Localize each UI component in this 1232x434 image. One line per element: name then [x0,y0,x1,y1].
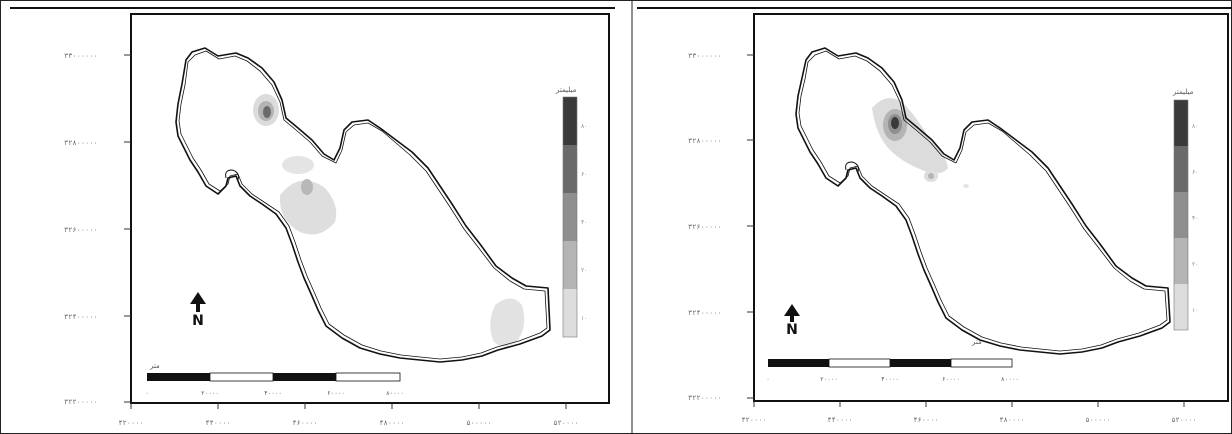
x-tick-label: ۴۴۰۰۰۰ [827,416,852,424]
scale-unit: متر [971,338,982,346]
legend-swatch [1174,238,1188,284]
legend-title: میلیمتر [1172,88,1194,96]
legend-label: ۲۰ [581,267,587,274]
map-panel-right: ۳۳۰۰۰۰۰۰ ۳۲۸۰۰۰۰۰ ۳۲۶۰۰۰۰۰ ۳۲۴۰۰۰۰۰ ۳۲۲۰… [637,7,1232,424]
scale-unit: متر [149,362,160,370]
legend-label: ۲۰ [1192,261,1198,268]
map-frame [130,13,610,404]
y-tick-label: ۳۲۲۰۰۰۰۰ [688,394,722,402]
x-tick-label: ۵۲۰۰۰۰ [553,419,578,427]
x-tick-label: ۴۸۰۰۰۰ [999,416,1024,424]
scale-bar: متر ۰ ۲۰۰۰۰ ۴۰۰۰۰ ۶۰۰۰۰ ۸۰۰۰۰ [145,362,404,397]
rainfall-contours [872,98,969,188]
scale-label: ۸۰۰۰۰ [386,390,404,397]
x-tick-label: ۴۶۰۰۰۰ [292,419,317,427]
legend-swatch [1174,284,1188,330]
scale-label: ۲۰۰۰۰ [201,390,219,397]
legend-swatch [563,145,577,193]
x-tick-label: ۴۲۰۰۰۰ [118,419,143,427]
legend-swatch [563,97,577,145]
y-tick-label: ۳۳۰۰۰۰۰۰ [688,52,722,60]
y-tick-label: ۳۲۶۰۰۰۰۰ [64,226,98,234]
north-label: N [786,322,798,338]
scale-label: ۲۰۰۰۰ [820,376,838,383]
scale-label: ۸۰۰۰۰ [1001,376,1019,383]
legend-label: ۶۰ [581,171,587,178]
x-tick-label: ۴۲۰۰۰۰ [741,416,766,424]
y-tick-label: ۳۲۴۰۰۰۰۰ [64,313,98,321]
x-axis: ۴۲۰۰۰۰ ۴۴۰۰۰۰ ۴۶۰۰۰۰ ۴۸۰۰۰۰ ۵۰۰۰۰۰ ۵۲۰۰۰… [741,401,1196,424]
x-tick-label: ۴۶۰۰۰۰ [913,416,938,424]
scale-label: ۰ [766,376,770,383]
legend-swatch [563,289,577,337]
y-axis: ۳۳۰۰۰۰۰۰ ۳۲۸۰۰۰۰۰ ۳۲۶۰۰۰۰۰ ۳۲۴۰۰۰۰۰ ۳۲۲۰… [688,52,754,402]
y-tick-label: ۳۲۸۰۰۰۰۰ [64,139,98,147]
legend-swatch [1174,100,1188,146]
x-tick-label: ۴۴۰۰۰۰ [205,419,230,427]
legend-label: ۴۰ [581,219,587,226]
y-tick-label: ۳۲۶۰۰۰۰۰ [688,223,722,231]
legend-swatch [563,193,577,241]
x-tick-label: ۵۰۰۰۰۰ [1085,416,1110,424]
basin-boundary [795,47,1171,355]
legend: میلیمتر ۸۰ ۶۰ ۴۰ ۲۰ ۱۰ [1172,88,1198,331]
map-panel-left: ۳۳۰۰۰۰۰۰ ۳۲۸۰۰۰۰۰ ۳۲۶۰۰۰۰۰ ۳۲۴۰۰۰۰۰ ۳۲۲۰… [10,7,615,427]
scale-label: ۴۰۰۰۰ [881,376,899,383]
x-tick-label: ۴۸۰۰۰۰ [379,419,404,427]
x-tick-label: ۵۲۰۰۰۰ [1171,416,1196,424]
y-axis: ۳۳۰۰۰۰۰۰ ۳۲۸۰۰۰۰۰ ۳۲۶۰۰۰۰۰ ۳۲۴۰۰۰۰۰ ۳۲۲۰… [64,52,131,406]
scale-label: ۰ [145,390,149,397]
north-arrow-icon: N [190,292,206,329]
legend-label: ۱۰ [581,315,587,322]
y-tick-label: ۳۲۸۰۰۰۰۰ [688,137,722,145]
y-tick-label: ۳۲۴۰۰۰۰۰ [688,309,722,317]
north-label: N [192,313,204,329]
scale-label: ۶۰۰۰۰ [942,376,960,383]
legend-label: ۴۰ [1192,215,1198,222]
north-arrow-icon: N [784,304,800,338]
legend: میلیمتر ۸۰ ۶۰ ۴۰ ۲۰ ۱۰ [555,86,587,338]
legend-swatch [1174,146,1188,192]
scale-label: ۴۰۰۰۰ [264,390,282,397]
legend-label: ۱۰ [1192,307,1198,314]
legend-label: ۸۰ [1192,123,1198,130]
legend-label: ۸۰ [581,123,587,130]
legend-swatch [563,241,577,289]
scale-label: ۶۰۰۰۰ [327,390,345,397]
scale-bar: متر ۰ ۲۰۰۰۰ ۴۰۰۰۰ ۶۰۰۰۰ ۸۰۰۰۰ [766,338,1019,383]
y-tick-label: ۳۳۰۰۰۰۰۰ [64,52,98,60]
y-tick-label: ۳۲۲۰۰۰۰۰ [64,398,98,406]
legend-title: میلیمتر [555,86,577,94]
x-axis: ۴۲۰۰۰۰ ۴۴۰۰۰۰ ۴۶۰۰۰۰ ۴۸۰۰۰۰ ۵۰۰۰۰۰ ۵۲۰۰۰… [118,403,578,427]
basin-boundary [175,47,551,363]
legend-label: ۶۰ [1192,169,1198,176]
x-tick-label: ۵۰۰۰۰۰ [466,419,491,427]
rainfall-contours [253,94,525,347]
map-frame [753,13,1229,402]
legend-swatch [1174,192,1188,238]
